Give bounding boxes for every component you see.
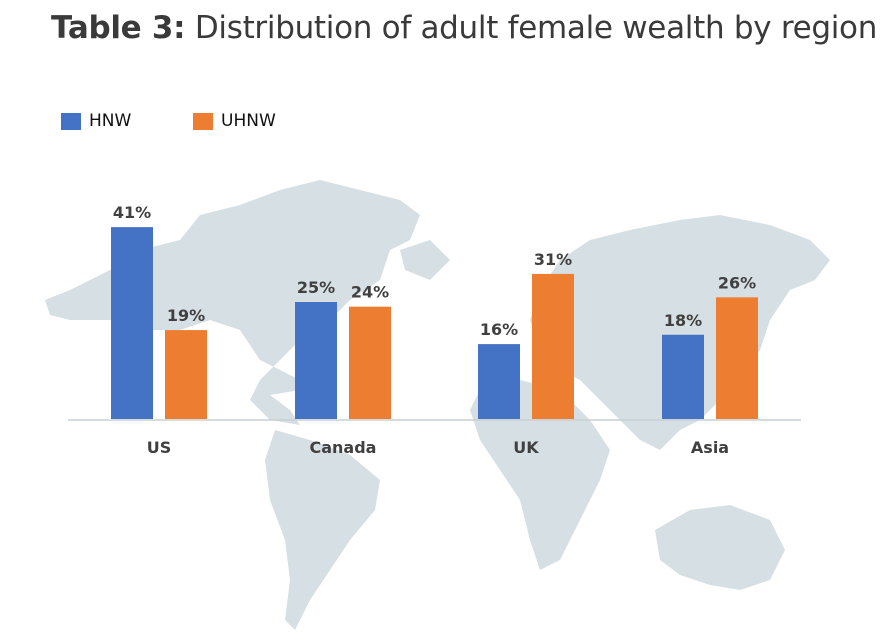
bar-hnw-us xyxy=(111,227,153,419)
legend-swatch-uhnw xyxy=(193,112,213,130)
greenland-shape xyxy=(400,240,450,280)
australia-shape xyxy=(655,505,785,590)
title-text: Distribution of adult female wealth by r… xyxy=(194,10,878,46)
bar-uhnw-canada xyxy=(349,306,391,419)
north-america-shape xyxy=(45,180,420,425)
legend-item-uhnw: UHNW xyxy=(193,111,276,131)
title-prefix: Table 3: xyxy=(51,10,186,46)
data-label: 16% xyxy=(480,320,518,339)
bar-uhnw-us xyxy=(165,330,207,419)
south-america-shape xyxy=(265,430,380,630)
category-label: US xyxy=(147,438,172,457)
legend-label-uhnw: UHNW xyxy=(221,111,276,131)
bar-uhnw-uk xyxy=(532,273,574,419)
category-label: UK xyxy=(513,438,539,457)
legend-swatch-hnw xyxy=(61,112,81,130)
eurasia-shape xyxy=(530,215,830,450)
data-label: 24% xyxy=(351,283,389,302)
category-label: Canada xyxy=(310,438,377,457)
data-label: 26% xyxy=(718,273,756,292)
bar-hnw-asia xyxy=(662,334,704,419)
africa-shape xyxy=(470,380,610,570)
data-label: 18% xyxy=(664,311,702,330)
bar-uhnw-asia xyxy=(716,297,758,419)
bar-hnw-canada xyxy=(295,302,337,419)
bar-hnw-uk xyxy=(478,344,520,419)
data-label: 19% xyxy=(167,306,205,325)
legend-label-hnw: HNW xyxy=(89,111,132,131)
data-label: 31% xyxy=(534,250,572,269)
data-label: 41% xyxy=(113,203,151,222)
category-label: Asia xyxy=(691,438,729,457)
data-label: 25% xyxy=(297,278,335,297)
legend-item-hnw: HNW xyxy=(61,111,131,131)
chart-title: Table 3: Distribution of adult female we… xyxy=(51,10,877,46)
